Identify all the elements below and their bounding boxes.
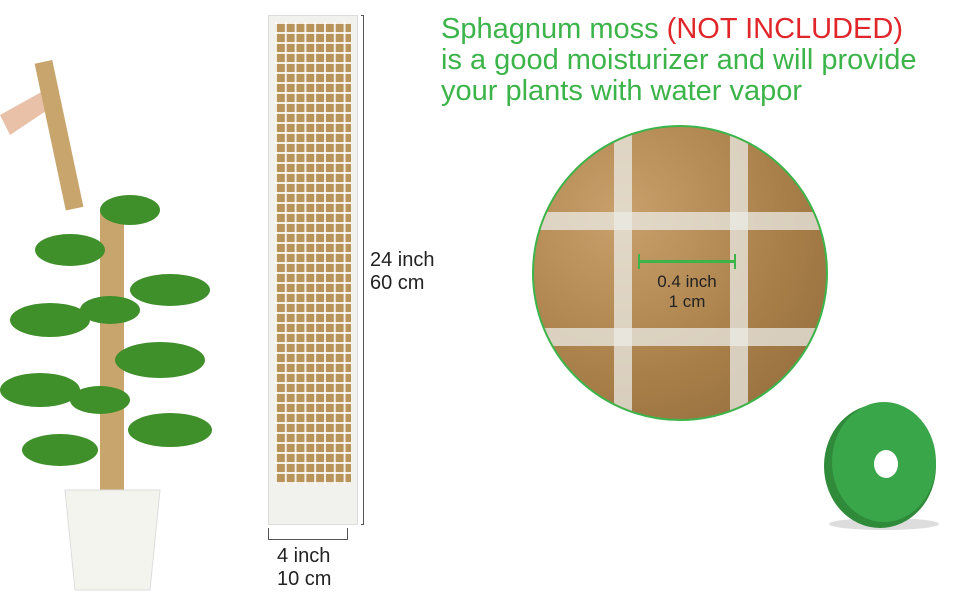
moss-pole-top xyxy=(34,60,84,211)
width-inch: 4 inch xyxy=(277,545,331,567)
cell-size-label: 0.4 inch 1 cm xyxy=(640,272,734,312)
not-included-note: (NOT INCLUDED) xyxy=(666,13,903,45)
headline-line1: Sphagnum moss xyxy=(441,13,667,45)
moss-pole-strip xyxy=(268,15,358,525)
cell-measure-line xyxy=(638,254,736,269)
headline-line2: is a good moisturizer and will provide xyxy=(441,44,917,76)
green-tie-tape-roll xyxy=(824,402,939,530)
hand xyxy=(0,90,55,135)
cell-inch: 0.4 inch xyxy=(657,272,717,291)
width-label: 4 inch 10 cm xyxy=(277,545,331,591)
cell-cm: 1 cm xyxy=(668,292,706,311)
headline: Sphagnum moss (NOT INCLUDED) is a good m… xyxy=(441,14,917,107)
height-bracket xyxy=(361,15,364,525)
headline-line3: your plants with water vapor xyxy=(441,75,803,107)
white-pot xyxy=(64,489,161,591)
width-cm: 10 cm xyxy=(277,568,332,590)
height-inch: 24 inch xyxy=(370,249,435,271)
height-cm: 60 cm xyxy=(370,272,425,294)
potted-plant-image xyxy=(0,60,212,591)
moss-closeup-circle xyxy=(532,125,828,421)
leaves xyxy=(0,195,212,466)
height-label: 24 inch 60 cm xyxy=(370,249,435,295)
width-bracket xyxy=(268,528,348,540)
